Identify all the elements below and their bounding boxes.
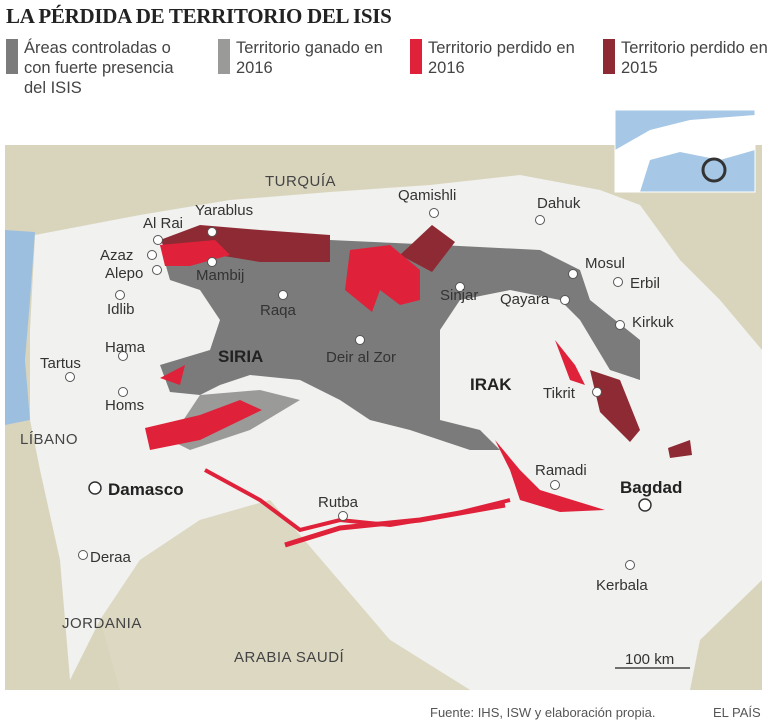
city-label: Tartus [40,355,81,372]
city-label: Raqa [260,302,297,319]
capital-star-icon [638,498,652,512]
country-label-siria: SIRIA [218,347,263,366]
city-marker [535,215,545,225]
city-marker [613,277,623,287]
city-label: Kirkuk [632,314,674,331]
city-label: Ramadi [535,462,587,479]
locator-circle [701,157,727,183]
scale-bar: 100 km [615,651,690,669]
city-marker [355,335,365,345]
city-marker [592,387,602,397]
city-marker [550,480,560,490]
locator-inset [614,109,756,193]
jordan-saudi-land [100,500,470,690]
legend-swatch [6,39,18,74]
city-label: Idlib [107,301,135,318]
legend-label: Territorio perdido en 2015 [621,39,768,77]
city-label: Deraa [90,549,132,566]
city-label: Homs [105,397,144,414]
city-marker [455,282,465,292]
city-label: Qayara [500,291,550,308]
legend-label: Áreas controladas o con fuerte presencia… [24,39,174,97]
city-marker [338,511,348,521]
city-marker [207,227,217,237]
city-label: Erbil [630,275,660,292]
city-label: Kerbala [596,577,648,594]
legend-item-lost-2015: Territorio perdido en 2015 [603,38,768,78]
country-label-turquia: TURQUÍA [265,173,336,190]
city-label: Rutba [318,494,359,511]
lost-2016-road [284,502,506,548]
city-label: Yarablus [195,202,253,219]
country-label-jordania: JORDANIA [62,615,142,632]
lost-2016-area [145,240,605,512]
city-marker [65,372,75,382]
capital-star-icon [88,481,102,495]
city-marker [429,208,439,218]
city-label: Al Rai [143,215,183,232]
city-marker [147,250,157,260]
city-marker [118,387,128,397]
credit: EL PAÍS [713,705,761,720]
city-label: Sinjar [440,287,478,304]
city-marker [615,320,625,330]
city-label: Alepo [105,265,143,282]
city-label: Tikrit [543,385,576,402]
city-label: Mambij [196,267,244,284]
city-label: Deir al Zor [326,349,396,366]
map-title: LA PÉRDIDA DE TERRITORIO DEL ISIS [6,4,392,28]
legend-swatch [218,39,230,74]
legend-item-isis-areas: Áreas controladas o con fuerte presencia… [6,38,194,98]
city-marker [152,265,162,275]
city-marker [153,235,163,245]
scale-label: 100 km [625,651,674,668]
capital-label: Bagdad [620,478,682,497]
legend-label: Territorio perdido en 2016 [428,39,575,77]
city-marker [560,295,570,305]
city-label: Hama [105,339,146,356]
city-marker [115,290,125,300]
legend-item-lost-2016: Territorio perdido en 2016 [410,38,578,78]
city-marker [568,269,578,279]
mediterranean-sea [5,230,35,425]
city-label: Qamishli [398,187,456,204]
city-marker [278,290,288,300]
legend-item-gained-2016: Territorio ganado en 2016 [218,38,386,78]
city-marker [118,351,128,361]
legend-swatch [603,39,615,74]
city-label: Azaz [100,247,133,264]
country-label-arabia-saudi: ARABIA SAUDÍ [234,649,345,666]
city-marker [625,560,635,570]
source-note: Fuente: IHS, ISW y elaboración propia. [430,705,656,720]
city-label: Mosul [585,255,625,272]
capital-label: Damasco [108,480,184,499]
city-marker [207,257,217,267]
country-label-irak: IRAK [470,375,512,394]
legend-label: Territorio ganado en 2016 [236,39,383,77]
city-label: Dahuk [537,195,581,212]
country-label-libano: LÍBANO [20,431,78,448]
legend-swatch [410,39,422,74]
city-marker [78,550,88,560]
